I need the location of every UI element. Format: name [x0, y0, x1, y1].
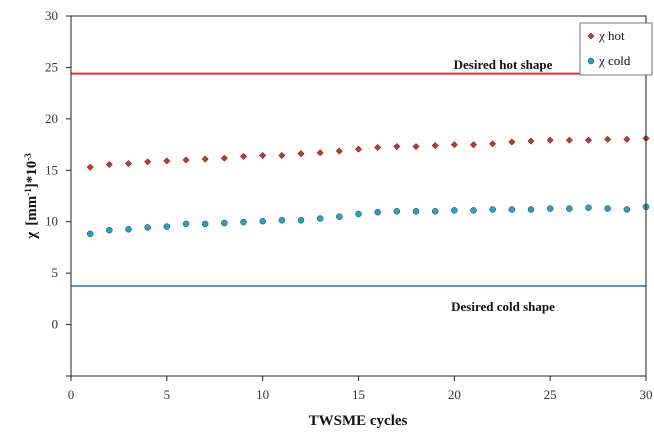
y-axis-unit: [mm: [24, 195, 40, 225]
cold-data-point: [221, 219, 228, 227]
hot-data-point: [182, 156, 190, 164]
cold-data-point: [566, 205, 573, 212]
hot-data-point: [412, 142, 420, 151]
cold-data-point: [297, 217, 305, 224]
cold-data-point: [86, 230, 94, 238]
hot-data-point: [604, 135, 612, 143]
x-tick-label: 0: [68, 387, 75, 402]
x-tick-label: 30: [640, 387, 653, 402]
cold-data-point: [316, 215, 324, 222]
annotation-desired-cold-shape: Desired cold shape: [451, 299, 555, 314]
cold-data-point: [106, 226, 113, 234]
hot-data-point: [584, 136, 593, 144]
cold-data-point: [623, 206, 631, 213]
cold-data-point: [355, 210, 362, 218]
cold-data-point: [451, 207, 458, 214]
legend-box: [579, 22, 653, 76]
hot-data-point: [239, 152, 248, 160]
hot-data-point: [144, 158, 152, 166]
hot-data-point: [565, 136, 573, 144]
plot-area-border: [70, 15, 647, 377]
legend-label-hot: χ hot: [598, 28, 625, 43]
reference-lines: [71, 72, 646, 287]
hot-data-point: [393, 142, 401, 151]
cold-data-point: [431, 208, 439, 215]
cold-data-point: [336, 213, 343, 220]
x-tick-label: 20: [448, 387, 461, 402]
cold-data-point: [508, 206, 516, 213]
cold-data-point: [604, 205, 611, 212]
y-tick-label: 25: [45, 59, 58, 74]
annotation-desired-hot-shape: Desired hot shape: [454, 57, 553, 72]
hot-data-point: [124, 160, 133, 168]
legend-marker-hot: [587, 32, 595, 40]
hot-data-point: [431, 142, 439, 150]
cold-data-point: [546, 205, 554, 212]
y-axis-unit-mid: ]*10: [24, 161, 40, 189]
hot-data-point: [163, 157, 171, 165]
cold-data-point: [259, 217, 266, 225]
y-tick-label: 10: [45, 214, 58, 229]
y-tick-label: 5: [52, 265, 59, 280]
legend: χ hot χ cold: [579, 22, 653, 76]
cold-data-point: [527, 206, 535, 213]
cold-data-point: [412, 208, 420, 215]
hot-data-point: [220, 154, 228, 162]
hot-data-point: [86, 163, 94, 171]
hot-data-point: [259, 151, 267, 160]
hot-data-point: [508, 138, 516, 146]
cold-data-point: [144, 224, 151, 231]
cold-data-point: [125, 226, 132, 233]
x-tick-label: 15: [352, 387, 365, 402]
hot-data-point: [278, 151, 286, 160]
y-tick-label: 0: [52, 317, 59, 332]
cold-data-point: [201, 220, 209, 228]
hot-data-point: [335, 147, 343, 155]
cold-data-point: [393, 208, 401, 215]
data-points: [86, 134, 650, 238]
cold-data-point: [470, 207, 477, 214]
cold-data-point: [374, 208, 381, 216]
hot-data-point: [316, 149, 324, 157]
hot-data-point: [354, 145, 363, 153]
hot-data-point: [623, 135, 631, 143]
x-axis-ticks: 0 5 10 15 20 25 30: [68, 376, 653, 402]
y-tick-label: 15: [45, 162, 58, 177]
hot-data-point: [527, 137, 535, 145]
cold-data-point: [240, 218, 247, 226]
hot-data-point: [201, 155, 209, 163]
cold-data-point: [489, 206, 496, 213]
hot-data-point: [489, 140, 497, 148]
hot-data-point: [546, 136, 554, 144]
hot-data-point: [450, 141, 458, 149]
legend-label-cold: χ cold: [598, 53, 631, 68]
y-axis-unit-sup1: -1: [23, 188, 33, 196]
hot-data-point: [297, 150, 305, 158]
cold-data-point: [163, 223, 171, 230]
y-axis-title: χ [mm-1]*10-3: [23, 153, 40, 240]
cold-data-point: [182, 220, 190, 228]
y-axis-ticks: 0 5 10 15 20 25 30: [45, 8, 71, 377]
x-tick-label: 5: [164, 387, 171, 402]
y-axis-unit-sup2: -3: [23, 153, 33, 161]
y-tick-label: 20: [45, 111, 58, 126]
hot-data-point: [374, 143, 382, 151]
cold-data-point: [585, 204, 592, 211]
legend-marker-cold: [587, 57, 595, 65]
hot-data-point: [105, 160, 113, 169]
cold-data-point: [278, 217, 286, 224]
x-axis-title: TWSME cycles: [309, 413, 408, 429]
hot-data-point: [469, 141, 478, 149]
y-tick-label: 30: [45, 8, 58, 23]
y-axis-symbol: χ: [24, 231, 40, 240]
x-tick-label: 25: [544, 387, 557, 402]
x-tick-label: 10: [256, 387, 269, 402]
